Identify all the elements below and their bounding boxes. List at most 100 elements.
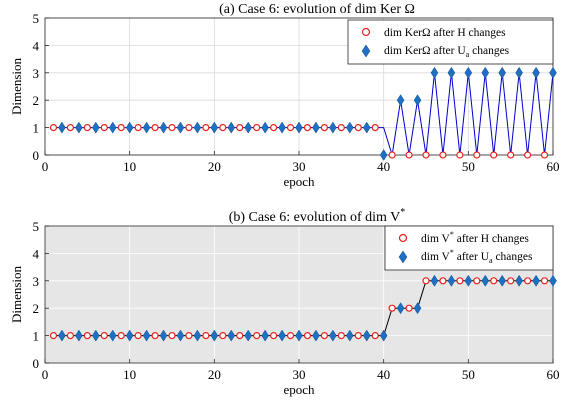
point-ua-change [498,274,506,287]
point-h-change [371,332,379,340]
point-h-change [490,277,498,285]
point-ua-change [329,329,337,342]
point-h-change [439,277,447,285]
point-ua-change [193,121,202,134]
x-axis-label: epoch [283,382,315,397]
point-h-change [219,332,227,340]
point-h-change [354,123,362,132]
x-tick-label: 0 [42,159,49,174]
point-ua-change [92,329,100,342]
point-ua-change [447,66,456,79]
chart-title: (b) Case 6: evolution of dim V* [229,207,406,225]
x-tick-label: 40 [377,159,390,174]
point-ua-change [379,149,388,161]
point-ua-change [549,66,557,79]
point-h-change [100,123,108,132]
legend-ua-label: dim V* after Ua changes [421,248,533,265]
point-ua-change [430,274,439,287]
point-ua-change [481,66,490,79]
point-ua-change [532,274,540,287]
x-tick-label: 50 [462,159,475,174]
point-h-change [456,151,464,159]
x-tick-label: 60 [547,367,560,382]
point-h-change [100,332,108,340]
point-ua-change [142,121,151,134]
point-h-change [540,277,549,285]
point-ua-change [244,329,252,342]
point-ua-change [362,121,371,134]
point-ua-change [464,66,473,79]
point-ua-change [227,329,236,342]
x-tick-label: 20 [208,159,221,174]
point-h-change [202,123,210,132]
point-h-change [185,332,193,340]
y-tick-label: 3 [33,66,40,81]
point-h-change [405,304,413,312]
point-ua-change [346,121,354,134]
point-ua-change [413,302,422,315]
x-tick-label: 0 [42,367,49,382]
point-ua-change [498,66,506,79]
point-h-change [270,332,278,340]
point-ua-change [549,274,557,287]
x-tick-label: 30 [293,159,306,174]
point-h-change [83,332,91,340]
point-ua-change [261,329,269,342]
point-h-change [456,277,464,285]
point-h-change [523,151,532,159]
point-ua-change [142,329,151,342]
legend-ua-marker [361,44,371,58]
point-ua-change [379,329,388,342]
legend-ua-marker [398,250,408,264]
legend-h-marker [361,27,371,37]
point-h-change [422,277,430,285]
point-ua-change [176,329,185,342]
x-tick-label: 30 [293,367,306,382]
legend-ua-label: dim KerΩ after Ua changes [384,45,510,59]
x-axis-label: epoch [283,174,315,189]
point-h-change [354,332,362,340]
point-h-change [253,332,261,340]
point-h-change [151,332,159,340]
point-ua-change [193,329,202,342]
point-h-change [286,123,295,132]
point-ua-change [58,121,66,134]
point-ua-change [413,94,422,107]
point-ua-change [176,121,185,134]
y-tick-label: 4 [33,38,40,53]
point-ua-change [396,94,405,107]
point-h-change [185,123,193,132]
point-h-change [49,332,58,340]
y-tick-label: 2 [33,93,40,108]
point-h-change [473,277,481,285]
point-ua-change [210,121,219,134]
y-tick-label: 0 [33,148,40,163]
point-ua-change [362,329,371,342]
y-tick-label: 4 [33,246,40,261]
point-ua-change [108,121,117,134]
point-ua-change [210,329,219,342]
point-h-change [236,123,244,132]
point-h-change [168,123,176,132]
chart-title: (a) Case 6: evolution of dim Ker Ω [219,2,415,17]
point-h-change [117,123,125,132]
point-ua-change [396,302,405,315]
point-h-change [66,332,75,340]
point-h-change [303,123,312,132]
x-tick-label: 10 [123,159,136,174]
legend-h-marker [398,233,408,243]
point-h-change [168,332,176,340]
point-h-change [422,151,430,159]
point-ua-change [125,121,134,134]
y-tick-label: 1 [33,121,40,136]
x-tick-label: 10 [123,367,136,382]
x-tick-label: 40 [377,367,390,382]
point-h-change [490,151,498,159]
point-ua-change [244,121,252,134]
point-ua-change [227,121,236,134]
point-h-change [337,123,345,132]
point-ua-change [75,329,83,342]
point-h-change [253,123,261,132]
point-h-change [270,123,278,132]
point-h-change [540,151,549,159]
